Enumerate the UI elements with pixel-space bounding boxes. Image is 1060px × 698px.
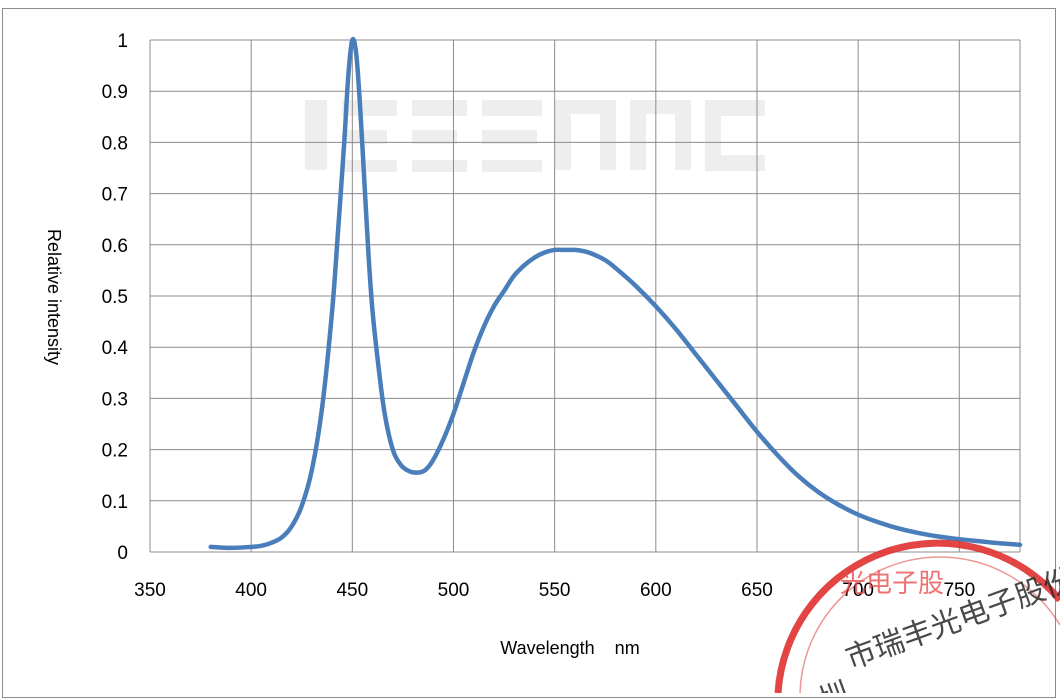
x-tick-label: 550 [539,580,571,601]
x-tick-label: 650 [741,580,773,601]
series-group [208,36,1023,551]
x-tick-label: 700 [842,580,874,601]
company-seal-stamp: 光电子股 圳 市瑞丰光电子股份有限公 [774,531,1060,693]
y-tick-label: 1 [117,31,128,52]
y-tick-label: 0.8 [102,133,128,154]
gridlines [149,39,1021,553]
y-tick-label: 0.3 [102,389,128,410]
y-tick-label: 0.7 [102,185,128,206]
x-tick-label: 450 [336,580,368,601]
svg-text:圳 市瑞丰光电子股份有限公: 圳 市瑞丰光电子股份有限公 [804,531,1060,693]
y-tick-label: 0.5 [102,287,128,308]
y-tick-labels: 0 0.1 0.2 0.3 0.4 0.5 0.6 0.7 0.8 0.9 1 [102,31,129,564]
x-tick-label: 400 [235,580,267,601]
x-tick-label: 600 [640,580,672,601]
y-tick-label: 0.2 [102,441,128,462]
y-axis-title: Relative intensity [44,229,64,365]
y-tick-label: 0.6 [102,236,128,257]
svg-text:光电子股: 光电子股 [840,569,944,599]
x-tick-labels: 350 400 450 500 550 600 650 700 750 [134,580,975,601]
background-logo-watermark [305,100,765,172]
y-tick-label: 0.9 [102,82,128,103]
x-tick-label: 750 [943,580,975,601]
x-tick-label: 350 [134,580,166,601]
y-tick-label: 0.4 [102,338,129,359]
y-tick-label: 0 [117,543,128,564]
y-tick-label: 0.1 [102,492,128,513]
spectrum-line [208,36,1023,551]
x-axis-title: Wavelength nm [500,638,639,658]
x-tick-label: 500 [438,580,470,601]
